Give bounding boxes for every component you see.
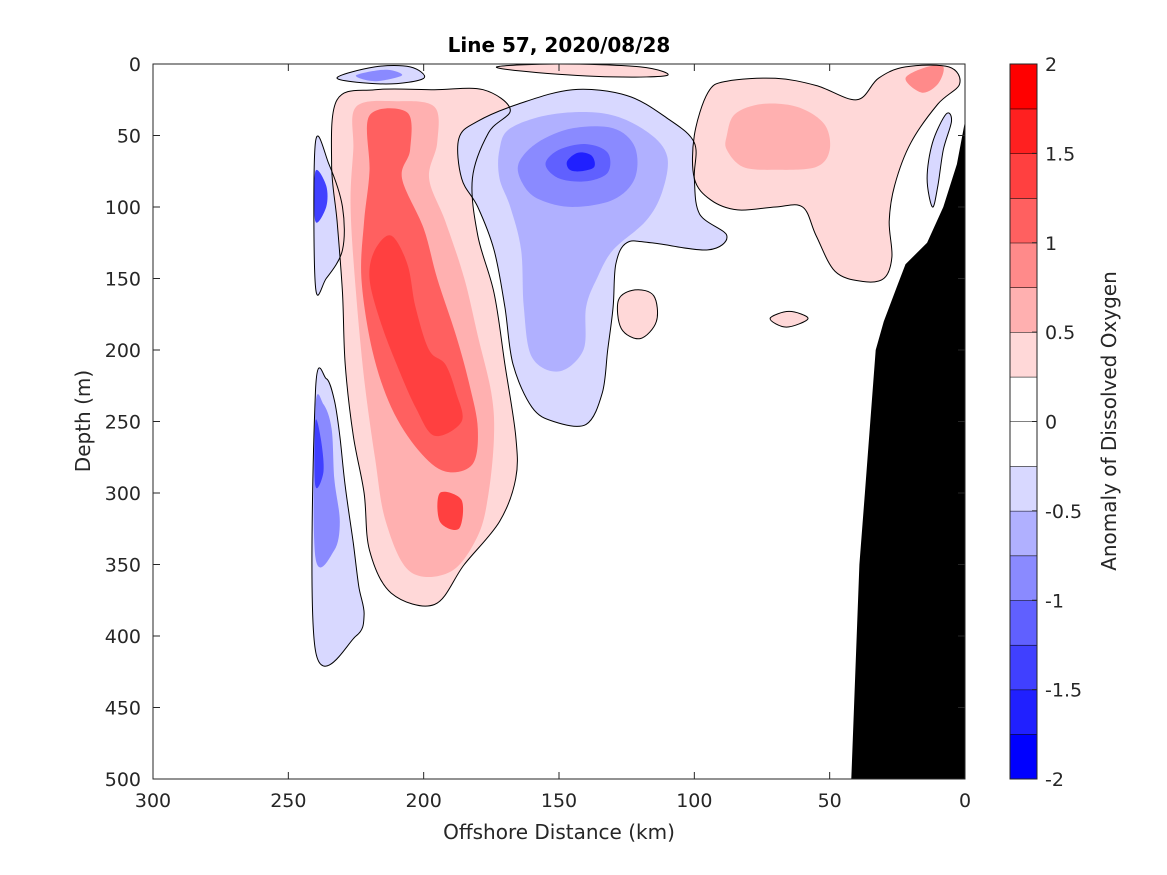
colorbar-swatch	[1010, 600, 1037, 645]
y-tick-label: 300	[105, 483, 141, 505]
surface-negative-west	[355, 69, 403, 82]
shelf-bathymetry	[851, 121, 965, 779]
coastal-anomaly-outline	[926, 112, 953, 208]
x-axis: 300 250 200 150 100 50 0	[135, 64, 971, 812]
y-tick-label: 150	[105, 269, 141, 291]
colorbar-tick-label: 1.5	[1045, 143, 1075, 165]
y-tick-label: 350	[105, 555, 141, 577]
y-tick-label: 250	[105, 412, 141, 434]
colorbar-swatch	[1010, 64, 1037, 109]
y-tick-label: 200	[105, 340, 141, 362]
colorbar-swatch	[1010, 153, 1037, 199]
colorbar-tick-label: -1.5	[1045, 680, 1082, 702]
colorbar-swatch	[1010, 644, 1037, 690]
west-shallow-negative	[314, 169, 328, 223]
contour-fields	[311, 64, 965, 779]
x-tick-label: 100	[676, 790, 712, 812]
colorbar-tick-label: -1	[1045, 590, 1064, 612]
y-axis: 0 50 100 150 200 250 300 350 400 450 500	[105, 54, 965, 791]
west-deep-negative-outline	[311, 367, 365, 667]
y-tick-label: 500	[105, 769, 141, 791]
x-tick-label: 150	[541, 790, 577, 812]
small-positive-outline	[769, 310, 809, 328]
colorbar-swatch	[1010, 466, 1037, 511]
colorbar-tick-label: -0.5	[1045, 501, 1082, 523]
northeast-positive	[725, 103, 831, 170]
x-axis-label: Offshore Distance (km)	[443, 820, 675, 844]
colorbar-swatch	[1010, 421, 1037, 467]
colorbar-swatch	[1010, 242, 1037, 288]
northeast-positive	[905, 65, 944, 93]
colorbar-swatch	[1010, 376, 1037, 422]
colorbar: 2 1.5 1 0.5 0 -0.5 -1 -1.5 -2	[1009, 54, 1082, 791]
warm-tongue	[369, 235, 463, 437]
y-tick-label: 0	[129, 54, 141, 76]
y-tick-label: 50	[117, 126, 141, 148]
x-tick-label: 0	[959, 790, 971, 812]
colorbar-label: Anomaly of Dissolved Oxygen	[1097, 271, 1121, 571]
warm-tongue	[437, 491, 464, 530]
surface-negative-west-outline	[336, 64, 426, 85]
cold-eddy-outline	[457, 88, 728, 427]
colorbar-swatch	[1010, 108, 1037, 154]
colorbar-swatch	[1010, 287, 1037, 333]
west-shallow-negative-outline	[313, 135, 345, 296]
colorbar-tick-label: -2	[1045, 769, 1064, 791]
coastal-anomaly	[927, 112, 952, 208]
chart-title: Line 57, 2020/08/28	[448, 33, 671, 57]
x-tick-label: 250	[270, 790, 306, 812]
x-tick-label: 300	[135, 790, 171, 812]
colorbar-tick-label: 2	[1045, 54, 1057, 76]
warm-tongue-outline	[330, 87, 518, 607]
northeast-positive-outline	[691, 64, 961, 283]
small-positive	[617, 289, 658, 339]
y-tick-label: 100	[105, 197, 141, 219]
y-tick-label: 400	[105, 626, 141, 648]
zero-contour-lines	[311, 64, 961, 667]
y-tick-label: 450	[105, 698, 141, 720]
colorbar-tick-label: 1	[1045, 233, 1057, 255]
west-deep-negative	[314, 419, 324, 489]
colorbar-swatch	[1010, 332, 1037, 377]
colorbar-swatch	[1010, 198, 1037, 243]
x-tick-label: 200	[406, 790, 442, 812]
colorbar-swatch	[1010, 555, 1037, 601]
colorbar-swatch	[1010, 734, 1037, 779]
colorbar-tick-label: 0	[1045, 412, 1057, 434]
colorbar-swatch	[1010, 510, 1037, 556]
small-positive	[770, 311, 809, 328]
colorbar-tick-label: 0.5	[1045, 322, 1075, 344]
surface-positive-mid	[496, 64, 669, 78]
x-tick-label: 50	[818, 790, 842, 812]
colorbar-swatch	[1010, 689, 1037, 735]
small-positive-outline	[616, 289, 659, 340]
y-axis-label: Depth (m)	[71, 370, 95, 472]
cold-eddy	[566, 152, 595, 172]
